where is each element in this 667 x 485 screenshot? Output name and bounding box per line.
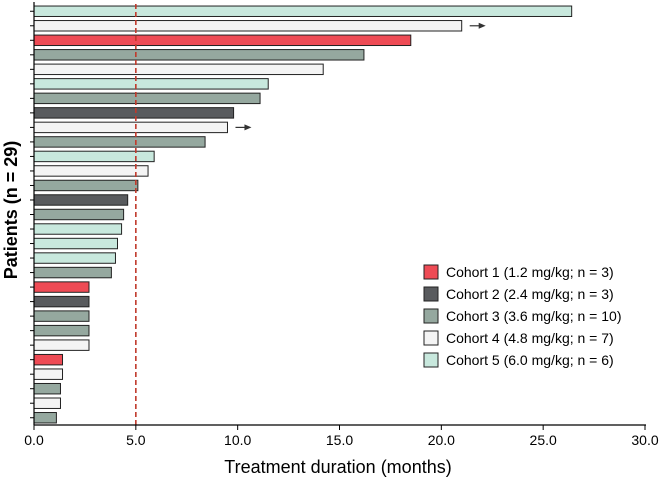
- x-tick-label: 30.0: [631, 432, 658, 448]
- axes-layer: 0.0 5.0 10.0 15.0 20.0 25.0 30.0: [24, 2, 659, 448]
- x-tick-label: 5.0: [126, 432, 146, 448]
- legend: Cohort 1 (1.2 mg/kg; n = 3) Cohort 2 (2.4…: [423, 264, 621, 368]
- ongoing-arrow-icon: [469, 22, 486, 29]
- x-tick-label: 25.0: [530, 432, 557, 448]
- bar-patient-25: [33, 353, 64, 366]
- bar-patient-5: [33, 63, 324, 76]
- bar-patient-9: [33, 121, 228, 134]
- legend-label-cohort-1: Cohort 1 (1.2 mg/kg; n = 3): [446, 264, 614, 280]
- x-tick-label: 10.0: [224, 432, 251, 448]
- bar-patient-23: [33, 324, 90, 337]
- bar-patient-20: [33, 281, 90, 293]
- bar-patient-17: [33, 237, 118, 250]
- bar-patient-22: [33, 310, 90, 322]
- bar-patient-8: [33, 107, 235, 119]
- bar-patient-26: [33, 368, 64, 380]
- bar-patient-1: [33, 5, 573, 17]
- bar-patient-16: [33, 223, 123, 235]
- legend-label-cohort-2: Cohort 2 (2.4 mg/kg; n = 3): [446, 286, 614, 302]
- bar-patient-10: [33, 136, 206, 148]
- bar-patient-19: [33, 266, 112, 279]
- bar-patient-7: [33, 92, 261, 105]
- legend-swatch-cohort-4: [423, 330, 439, 346]
- legend-label-cohort-3: Cohort 3 (3.6 mg/kg; n = 10): [446, 308, 621, 324]
- legend-swatch-cohort-2: [423, 286, 439, 302]
- bar-patient-3: [33, 34, 412, 47]
- y-axis-label: Patients (n = 29): [1, 141, 21, 280]
- bar-patient-21: [33, 295, 90, 308]
- bar-patient-13: [33, 179, 139, 192]
- bar-patient-24: [33, 339, 90, 351]
- x-tick-label: 0.0: [24, 432, 44, 448]
- bar-patient-29: [33, 412, 57, 424]
- legend-swatch-cohort-3: [423, 308, 439, 324]
- bar-patient-4: [33, 49, 365, 61]
- bar-patient-12: [33, 165, 149, 177]
- bar-patient-2: [33, 20, 463, 32]
- ongoing-arrow-icon: [235, 124, 252, 131]
- bar-patient-28: [33, 397, 61, 409]
- legend-label-cohort-5: Cohort 5 (6.0 mg/kg; n = 6): [446, 352, 614, 368]
- bar-patient-14: [33, 194, 129, 206]
- legend-label-cohort-4: Cohort 4 (4.8 mg/kg; n = 7): [446, 330, 614, 346]
- bar-patient-18: [33, 252, 116, 264]
- legend-swatch-cohort-1: [423, 264, 439, 280]
- x-tick-label: 20.0: [428, 432, 455, 448]
- bar-patient-6: [33, 78, 269, 90]
- x-tick-label: 15.0: [326, 432, 353, 448]
- bar-patient-15: [33, 208, 125, 221]
- bar-patient-27: [33, 382, 61, 395]
- x-axis-label: Treatment duration (months): [224, 457, 451, 477]
- legend-swatch-cohort-5: [423, 352, 439, 368]
